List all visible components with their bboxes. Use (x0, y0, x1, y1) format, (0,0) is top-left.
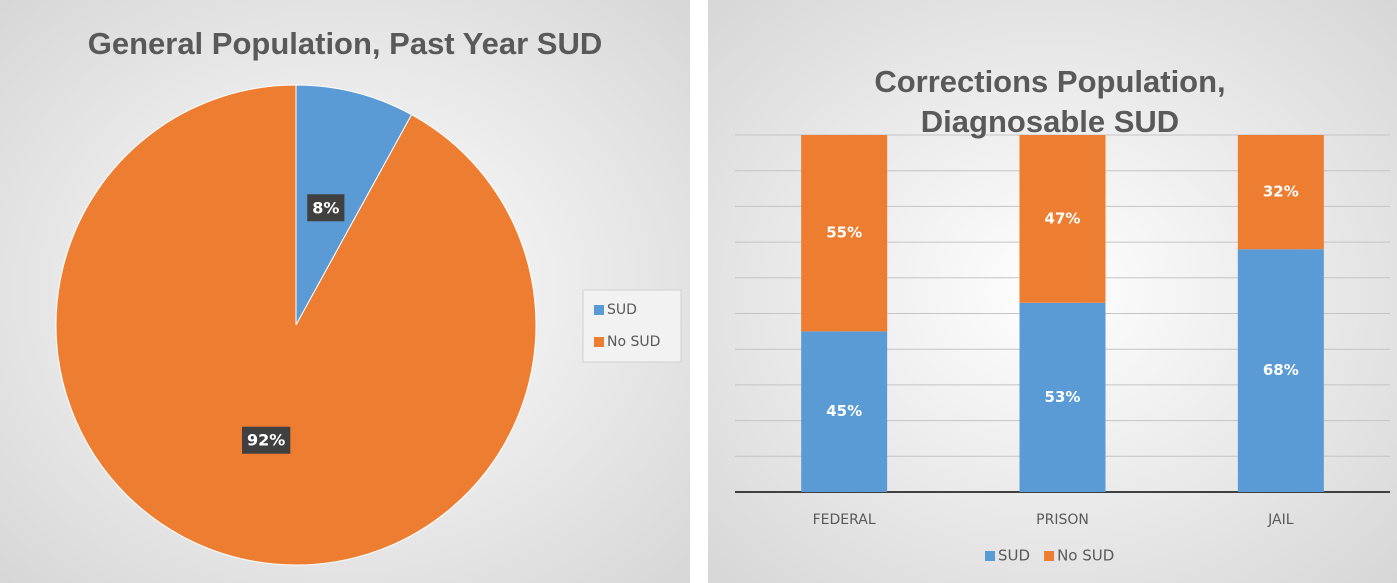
x-tick-label: JAIL (1267, 512, 1294, 528)
chart-title: General Population, Past Year SUD (87, 26, 603, 61)
data-label: 47% (1045, 209, 1081, 227)
bar-segment (1237, 135, 1324, 250)
chart-title: Corrections Population, Diagnosable SUD (874, 64, 1226, 139)
legend-label: No SUD (1057, 547, 1114, 565)
legend-box (582, 289, 682, 363)
legend-swatch (594, 305, 604, 315)
legend-label: SUD (998, 547, 1030, 565)
data-label: 53% (1045, 388, 1081, 406)
legend-swatch (594, 337, 604, 347)
data-label: 68% (1263, 361, 1299, 379)
data-label-box (307, 194, 345, 222)
pie-slice (55, 84, 537, 566)
bar-segment (1237, 249, 1324, 492)
bar-segment (801, 135, 888, 332)
bar-segment (1019, 302, 1106, 492)
x-tick-label: PRISON (1036, 512, 1089, 528)
data-label: 92% (247, 431, 285, 450)
bar-segment (801, 331, 888, 492)
legend-swatch (985, 551, 995, 561)
x-tick-label: FEDERAL (813, 512, 876, 528)
legend-label: No SUD (607, 334, 660, 350)
data-label-box (242, 426, 291, 454)
data-label: 45% (826, 402, 862, 420)
pie-slice (295, 84, 413, 326)
bar-segment (1019, 135, 1106, 303)
data-label: 55% (826, 224, 862, 242)
legend-label: SUD (607, 302, 637, 318)
data-label: 8% (312, 198, 339, 217)
data-label: 32% (1263, 183, 1299, 201)
legend-swatch (1044, 551, 1055, 561)
